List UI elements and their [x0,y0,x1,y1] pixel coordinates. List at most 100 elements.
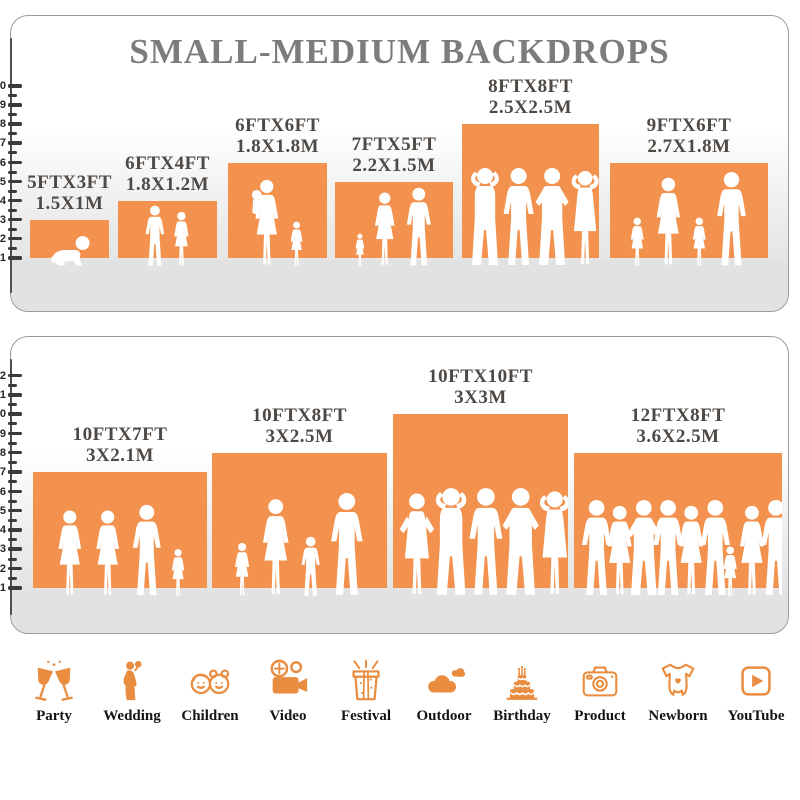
axis-tick-label: 9 [0,427,6,440]
axis-tick-minor [8,246,17,250]
axis-tick-label: 8 [0,118,6,131]
axis-tick-major [8,217,22,222]
size-ft-text: 6FTX4FT [125,152,210,174]
axis-tick-label: 10 [0,408,6,421]
backdrop-size-label: 8FTX8FT 2.5X2.5M [441,76,621,118]
y-axis-line [10,359,12,615]
backdrop-box [228,162,327,266]
size-m-text: 3X3M [454,387,507,409]
axis-tick-label: 7 [0,466,6,479]
size-m-text: 3.6X2.5M [636,425,720,447]
size-ft-text: 10FTX7FT [72,424,168,446]
backdrop-box [335,181,453,266]
axis-tick-minor [8,538,17,542]
axis-tick-major [8,256,22,260]
silhouette-figures [235,493,363,596]
silhouette-figures [145,205,189,266]
newborn-icon [655,658,701,704]
category-label: Outdoor [416,708,472,724]
backdrop-box [118,200,217,266]
axis-tick-minor [8,518,17,522]
axis-tick-label: 11 [0,389,6,401]
axis-tick-major [8,236,22,241]
backdrop-box [30,219,109,266]
wedding-icon [109,658,155,704]
category-item: Product [562,658,638,725]
category-label: YouTube [727,708,785,724]
size-ft-text: 6FTX6FT [235,114,320,136]
size-m-text: 2.2X1.5M [352,154,436,176]
children-icon [187,658,233,704]
axis-tick-major [8,450,22,455]
axis-tick-minor [8,499,17,503]
category-item: Birthday [484,658,560,725]
axis-tick-major [8,103,22,107]
category-label: Wedding [103,708,161,724]
axis-tick-minor [8,170,17,174]
silhouette-figures [399,488,568,595]
axis-tick-minor [8,480,17,484]
axis-tick-minor [8,94,17,98]
size-ft-text: 10FTX8FT [252,404,347,426]
axis-tick-minor [8,383,17,387]
backdrop-box [212,452,387,596]
backdrop-box [574,452,782,596]
size-ft-text: 10FTX10FT [428,366,533,388]
axis-tick-label: 5 [0,504,6,517]
axis-tick-major [8,373,22,378]
axis-tick-label: 3 [0,213,6,226]
axis-tick-minor [8,576,17,580]
backdrop-size-label: 10FTX7FT 3X2.1M [30,424,210,466]
size-ft-text: 5FTX3FT [27,171,112,193]
size-m-text: 3X2.5M [265,425,334,447]
backdrop-box [33,472,207,596]
axis-tick-label: 4 [0,194,6,207]
axis-tick-label: 4 [0,524,6,537]
axis-tick-label: 3 [0,543,6,556]
axis-tick-label: 1 [0,252,6,264]
axis-tick-label: 7 [0,137,6,150]
category-label: Video [269,708,307,724]
axis-tick-minor [8,422,17,426]
axis-tick-minor [8,441,17,445]
category-label: Festival [341,708,391,724]
axis-tick-label: 2 [0,562,6,575]
backdrop-box [393,414,568,595]
medium-backdrops-panel: 12345678910111210FTX7FT3X2.1M10FTX8FT3X2… [0,336,789,634]
backdrop-size-label: 6FTX6FT 1.8X1.8M [188,115,368,157]
axis-tick-minor [8,113,17,117]
category-label: Party [36,708,72,724]
silhouette-figures [58,504,185,596]
axis-tick-major [8,586,22,590]
backdrop-size-label: 6FTX4FT 1.8X1.2M [78,153,258,195]
axis-tick-label: 6 [0,485,6,498]
axis-tick-label: 6 [0,156,6,169]
backdrop-size-label: 9FTX6FT 2.7X1.8M [599,115,779,157]
axis-tick-label: 10 [0,80,6,93]
axis-tick-major [8,179,22,184]
birthday-icon [499,658,545,704]
silhouette-figures [251,179,303,266]
category-label: Birthday [493,708,551,724]
axis-tick-major [8,393,22,397]
size-m-text: 2.5X2.5M [488,97,573,119]
size-ft-text: 9FTX6FT [646,114,732,136]
axis-tick-minor [8,461,17,465]
axis-tick-minor [8,557,17,561]
category-item: Festival [328,658,404,725]
backdrop-size-label: 5FTX3FT 1.5X1M [0,172,160,214]
axis-tick-major [8,141,22,145]
axis-tick-major [8,566,22,571]
axis-tick-major [8,489,22,494]
axis-tick-major [8,431,22,436]
silhouette-figures [355,187,431,266]
category-label: Children [181,708,239,724]
axis-tick-minor [8,189,17,193]
axis-tick-label: 9 [0,99,6,112]
panel-floor [11,590,788,633]
backdrop-box [462,124,599,265]
axis-tick-major [8,470,22,474]
backdrop-size-label: 12FTX8FT 3.6X2.5M [588,405,768,447]
axis-tick-major [8,528,22,532]
size-m-text: 1.8X1.2M [125,173,210,195]
